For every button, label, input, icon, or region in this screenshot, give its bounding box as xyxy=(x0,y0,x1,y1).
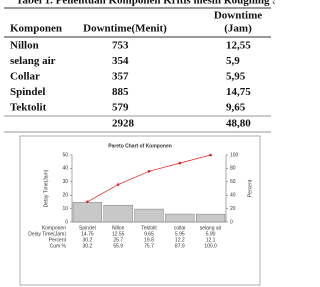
row-label: Percent xyxy=(49,237,67,243)
bar xyxy=(195,213,226,223)
cum-point xyxy=(147,169,151,173)
category-label: Nillon xyxy=(112,225,125,231)
category-label: Tektolit xyxy=(141,225,157,231)
cell: 357 xyxy=(112,71,129,83)
cum-point xyxy=(209,153,212,157)
row-value: 9.65 xyxy=(144,231,154,237)
row-value: 12.2 xyxy=(175,237,185,243)
row-value: 55.9 xyxy=(113,243,123,249)
row-value: 5.90 xyxy=(206,231,216,237)
bar xyxy=(72,202,102,223)
row-label: Komponen xyxy=(42,225,66,231)
y2-tick-label: 60 xyxy=(230,179,236,185)
cell: Tektolit xyxy=(10,102,47,114)
y-tick-label: 50 xyxy=(62,152,68,158)
cell: 9,65 xyxy=(226,102,246,114)
row-value: 87.9 xyxy=(175,243,185,249)
y-tick-label: 40 xyxy=(62,166,68,172)
y2-tick-label: 80 xyxy=(230,166,236,172)
cell: Spindel xyxy=(10,86,45,98)
row-value: 5.95 xyxy=(175,231,185,237)
bar xyxy=(165,213,195,223)
row-value: 12.1 xyxy=(206,237,216,243)
cell: 2928 xyxy=(112,118,135,130)
cell: 48,80 xyxy=(226,118,251,130)
cell: 14,75 xyxy=(226,86,251,98)
row-value: 30.2 xyxy=(83,237,93,243)
chart-title: Pareto Chart of Komponen xyxy=(108,143,172,149)
cell: Collar xyxy=(10,71,40,83)
category-label: Spindel xyxy=(79,225,96,231)
row-value: 12.55 xyxy=(112,231,125,237)
header: (Jam) xyxy=(224,23,252,35)
header: Komponen xyxy=(10,23,62,35)
row-value: 25.7 xyxy=(113,237,123,243)
cell: 354 xyxy=(112,55,129,67)
cell: 885 xyxy=(112,86,129,98)
row-label: Delay Time(Jam) xyxy=(28,231,66,237)
row-value: 30.2 xyxy=(83,243,93,249)
bar xyxy=(103,204,133,223)
page: Tabel 1. Penentuan Komponen Kritis mesin… xyxy=(4,0,275,286)
y-tick-label: 10 xyxy=(62,206,68,212)
category-label: selang air xyxy=(200,225,222,231)
cell: 753 xyxy=(112,40,129,52)
cell: 12,55 xyxy=(226,40,251,52)
row-value: 75.7 xyxy=(144,243,154,249)
cell: Nillon xyxy=(10,40,39,52)
y-tick-label: 30 xyxy=(62,179,68,185)
category-label: collar xyxy=(174,225,186,231)
y-tick-label: 0 xyxy=(65,219,68,225)
row-value: 19.8 xyxy=(144,237,154,243)
y2-tick-label: 20 xyxy=(230,206,236,212)
y-tick-label: 20 xyxy=(62,193,68,199)
cum-point xyxy=(86,200,89,204)
header: Downtime xyxy=(214,10,262,22)
row-value: 100.0 xyxy=(204,243,217,249)
cell: 579 xyxy=(112,102,129,114)
cell: 5,9 xyxy=(226,55,240,67)
y2-tick-label: 0 xyxy=(230,219,233,225)
header: Downtime(Menit) xyxy=(83,23,167,35)
table: Tabel 1. Penentuan Komponen Kritis mesin… xyxy=(4,0,275,133)
row-label: Cum % xyxy=(50,243,67,249)
cell: 5,95 xyxy=(226,71,246,83)
cum-point xyxy=(178,161,182,165)
row-value: 14.75 xyxy=(81,231,94,237)
y2-tick-label: 40 xyxy=(230,193,236,199)
bar xyxy=(134,208,164,223)
y-label: Delay Time(Jam) xyxy=(43,169,49,207)
y2-label: Percent xyxy=(247,179,253,197)
cum-point xyxy=(116,183,120,186)
table-title: Tabel 1. Penentuan Komponen Kritis mesin… xyxy=(16,0,275,7)
cell: selang air xyxy=(10,55,56,67)
chart: Pareto Chart of Komponen 0 10 20 30 40 50 0 20 40… xyxy=(28,143,253,249)
y2-tick-label: 100 xyxy=(230,152,239,158)
